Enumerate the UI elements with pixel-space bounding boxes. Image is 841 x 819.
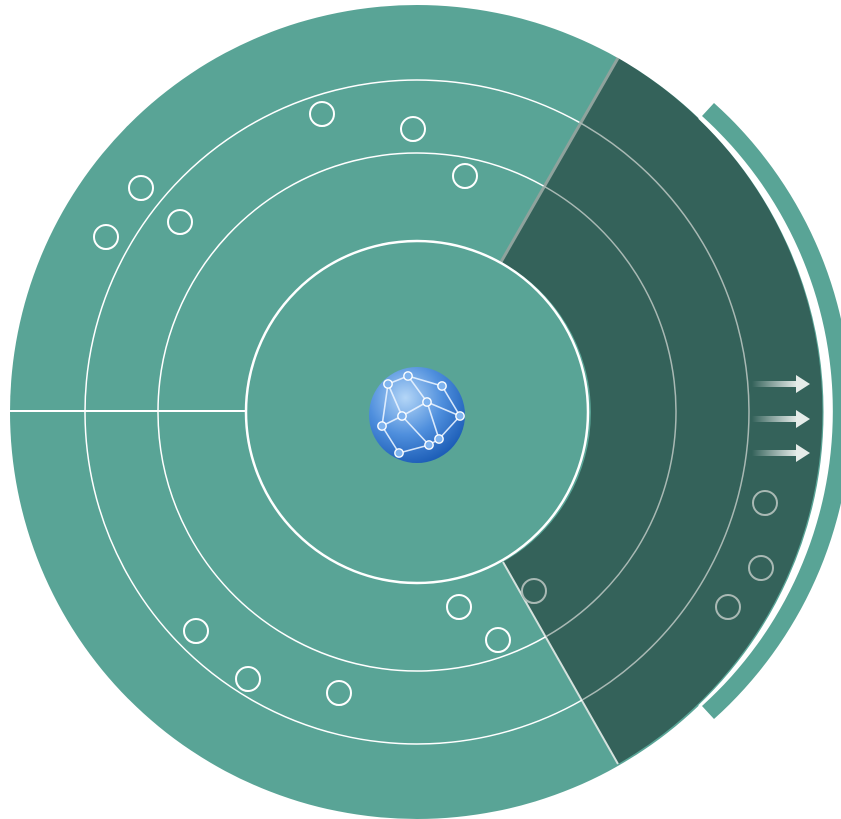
empty-circle-marker bbox=[748, 555, 774, 581]
empty-circle-marker bbox=[452, 163, 478, 189]
globe-node bbox=[455, 411, 465, 421]
right-arrow-icon bbox=[752, 375, 810, 393]
globe-node bbox=[377, 421, 387, 431]
globe-node bbox=[394, 448, 404, 458]
empty-circle-marker bbox=[715, 594, 741, 620]
globe-node bbox=[434, 434, 444, 444]
empty-circle-marker bbox=[128, 175, 154, 201]
globe-node bbox=[397, 411, 407, 421]
empty-circle-marker bbox=[183, 618, 209, 644]
highlighted-right-sector bbox=[501, 58, 823, 764]
empty-circle-marker bbox=[400, 116, 426, 142]
empty-circle-marker bbox=[93, 224, 119, 250]
outer-arc-band bbox=[702, 103, 841, 719]
globe-node bbox=[403, 371, 413, 381]
direction-arrows bbox=[752, 375, 810, 462]
empty-circle-marker bbox=[326, 680, 352, 706]
ring-1-base-part bbox=[157, 152, 547, 672]
outer-white-arc bbox=[698, 117, 826, 707]
empty-circle-marker bbox=[309, 101, 335, 127]
right-arrow-icon bbox=[752, 444, 810, 462]
sector-border-top bbox=[499, 57, 620, 263]
concentric-rings bbox=[84, 79, 750, 745]
ring-1-highlight-part bbox=[543, 185, 677, 638]
slot-markers bbox=[93, 101, 778, 706]
empty-circle-marker bbox=[167, 209, 193, 235]
globe-node bbox=[437, 381, 447, 391]
globe-network-icon bbox=[369, 367, 465, 463]
globe-node bbox=[424, 440, 434, 450]
empty-circle-marker bbox=[485, 627, 511, 653]
globe-node bbox=[422, 397, 432, 407]
empty-circle-marker bbox=[752, 490, 778, 516]
empty-circle-marker bbox=[446, 594, 472, 620]
empty-circle-marker bbox=[235, 666, 261, 692]
ring-2-base-part bbox=[84, 79, 583, 745]
ring-2-highlight-part bbox=[578, 121, 750, 701]
empty-circle-marker bbox=[521, 578, 547, 604]
right-arrow-icon bbox=[752, 410, 810, 428]
globe-node bbox=[383, 379, 393, 389]
